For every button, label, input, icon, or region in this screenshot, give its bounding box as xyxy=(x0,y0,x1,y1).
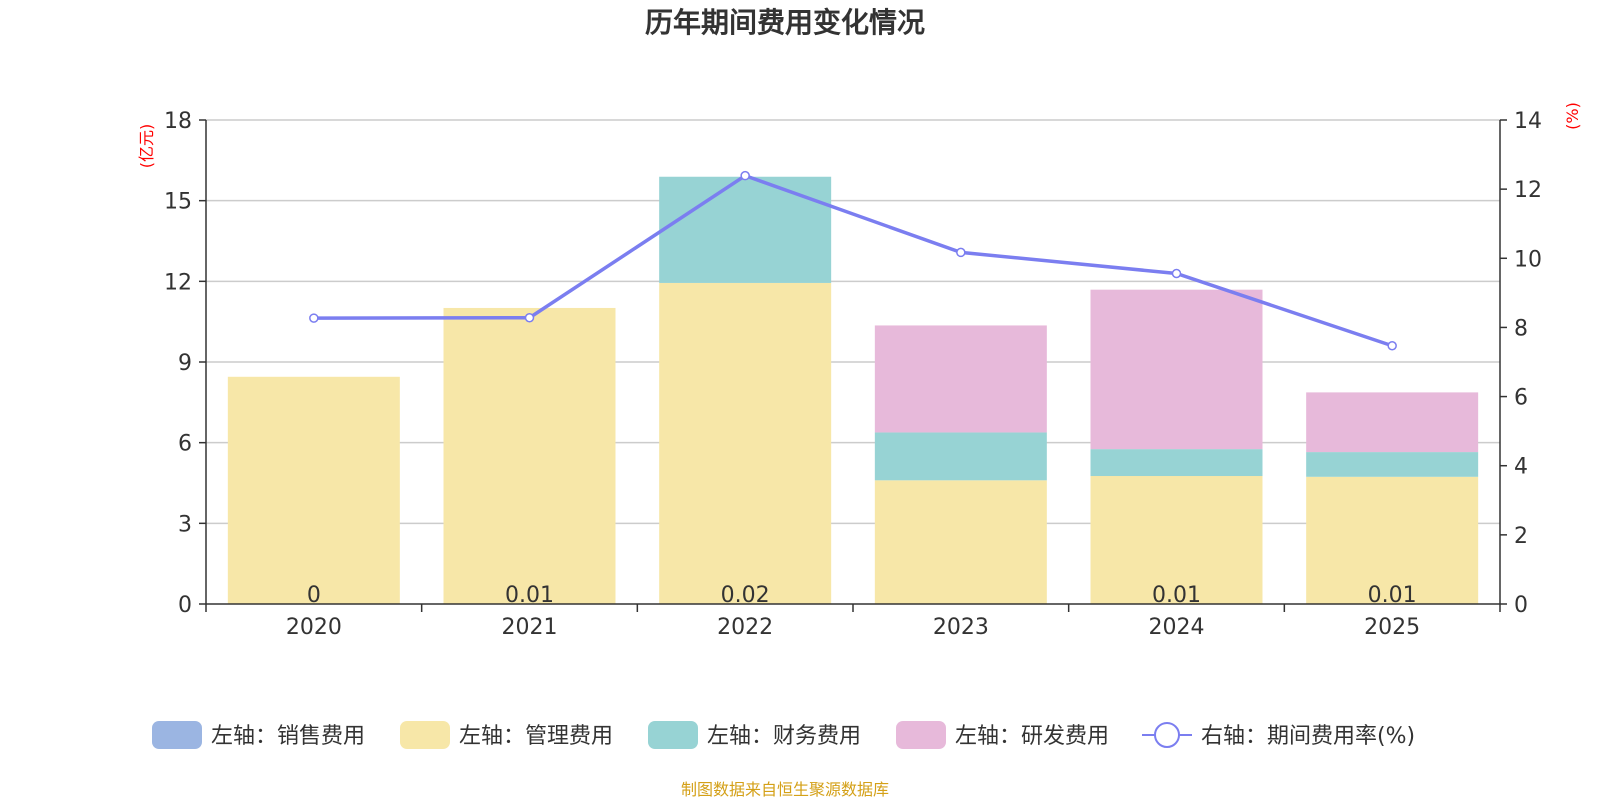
rate-point-2025 xyxy=(1387,341,1397,351)
left-tick-label: 3 xyxy=(178,512,192,537)
bar-左轴：管理费用-2021 xyxy=(443,307,616,604)
right-tick-label: 14 xyxy=(1514,109,1542,134)
legend-label-1: 左轴：销售费用 xyxy=(211,724,365,749)
rate-polyline xyxy=(313,173,1393,348)
right-tick-label: 4 xyxy=(1514,455,1528,480)
legend-swatch-1 xyxy=(152,721,202,749)
bar-左轴：研发费用-2025 xyxy=(1306,392,1479,453)
legend-swatch-4 xyxy=(896,721,946,749)
legend-swatch-3 xyxy=(648,721,698,749)
right-tick-label: 2 xyxy=(1514,524,1528,549)
sales-value-label: 0.01 xyxy=(1368,583,1417,608)
bar-左轴：管理费用-2022 xyxy=(659,282,832,604)
legend-swatch-2 xyxy=(400,721,450,749)
sales-value-label: 0.01 xyxy=(505,583,554,608)
bar-左轴：财务费用-2024 xyxy=(1090,449,1263,477)
rate-line xyxy=(309,170,1397,351)
right-tick-label: 8 xyxy=(1514,316,1528,341)
legend-label-4: 左轴：研发费用 xyxy=(955,724,1109,749)
bar-左轴：管理费用-2024 xyxy=(1090,476,1263,604)
left-tick-label: 6 xyxy=(178,432,192,457)
grid xyxy=(206,119,1500,525)
rate-point-2024 xyxy=(1171,268,1182,279)
bar-左轴：研发费用-2024 xyxy=(1090,289,1263,450)
bar-labels: 0 0.01 0.02 0.01 0.01 xyxy=(307,583,1417,608)
sales-value-label: 0.01 xyxy=(1152,583,1201,608)
x-tick-label: 2021 xyxy=(502,615,558,640)
right-tick-label: 0 xyxy=(1514,593,1528,618)
legend-label-2: 左轴：管理费用 xyxy=(459,724,613,749)
axes: 0 3 6 9 12 15 18 0 2 4 6 8 10 12 14 2020 2021 2022 2023 202… xyxy=(164,109,1542,640)
legend-label-5: 右轴：期间费用率(%) xyxy=(1201,724,1415,749)
bar-左轴：管理费用-2020 xyxy=(227,376,400,604)
left-axis-unit: (亿元) xyxy=(137,124,156,169)
rate-point-2022 xyxy=(740,170,750,181)
bar-左轴：研发费用-2023 xyxy=(874,325,1047,433)
bar-左轴：管理费用-2023 xyxy=(874,480,1047,604)
rate-point-2020 xyxy=(309,313,319,323)
bars xyxy=(227,176,1479,604)
left-tick-label: 15 xyxy=(164,190,192,215)
sales-value-label: 0 xyxy=(307,583,321,608)
right-tick-label: 12 xyxy=(1514,178,1542,203)
right-tick-label: 6 xyxy=(1514,386,1528,411)
x-tick-label: 2023 xyxy=(933,615,989,640)
legend-label-3: 左轴：财务费用 xyxy=(707,724,861,749)
x-tick-label: 2020 xyxy=(286,615,342,640)
x-tick-label: 2025 xyxy=(1364,615,1420,640)
rate-point-2023 xyxy=(956,247,966,258)
bar-左轴：管理费用-2025 xyxy=(1306,476,1479,604)
legend-marker xyxy=(1154,722,1180,748)
left-tick-label: 12 xyxy=(164,270,192,295)
bar-左轴：财务费用-2023 xyxy=(874,432,1047,481)
left-tick-label: 0 xyxy=(178,593,192,618)
left-tick-label: 18 xyxy=(164,109,192,134)
x-tick-label: 2022 xyxy=(717,615,773,640)
sales-value-label: 0.02 xyxy=(721,583,770,608)
right-tick-label: 10 xyxy=(1514,247,1542,272)
rate-point-2021 xyxy=(524,312,535,323)
left-tick-label: 9 xyxy=(178,351,192,376)
chart-title: 历年期间费用变化情况 xyxy=(645,6,925,39)
legend: 左轴：销售费用 左轴：管理费用 左轴：财务费用 左轴：研发费用 右轴：期间费用率(%) xyxy=(152,721,1415,749)
bar-左轴：财务费用-2025 xyxy=(1306,452,1479,477)
x-tick-label: 2024 xyxy=(1149,615,1205,640)
right-axis-unit: (%) xyxy=(1563,102,1582,130)
bar-左轴：财务费用-2022 xyxy=(659,176,832,283)
source-note: 制图数据来自恒生聚源数据库 xyxy=(681,780,889,799)
